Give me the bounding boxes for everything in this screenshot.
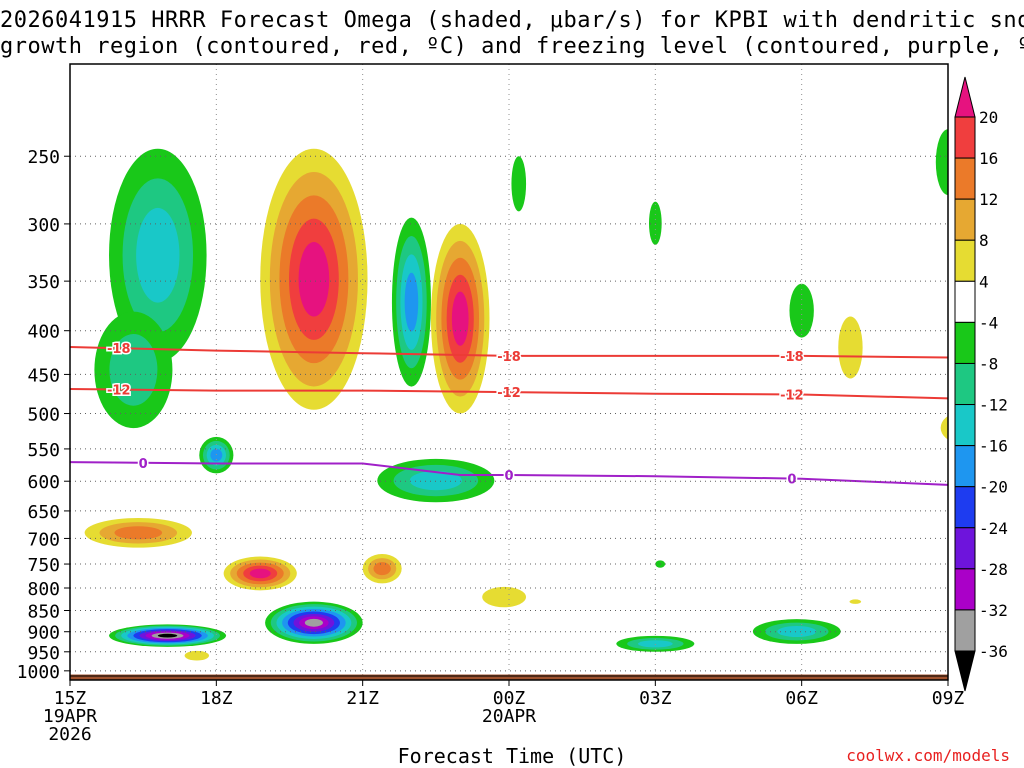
colorbar-label-9: -20	[979, 478, 1008, 497]
colorbar-arrow-bottom	[954, 650, 976, 692]
y-tick-label-1000: 1000	[17, 662, 60, 683]
colorbar-label-1: 16	[979, 149, 998, 168]
colorbar-label-12: -32	[979, 601, 1008, 620]
plot-area	[70, 64, 948, 680]
omega-cell-13-level-4	[184, 650, 210, 661]
omega-cell-21-level-4	[940, 416, 948, 440]
y-tick-label-650: 650	[27, 502, 60, 523]
omega-cell-4-level-20	[451, 291, 469, 346]
contour-label--18-0: -18	[107, 342, 131, 357]
chart-title-line2: growth region (contoured, red, ºC) and f…	[0, 34, 1024, 59]
omega-cell-17-level--12	[777, 626, 817, 638]
colorbar-box-12	[954, 609, 976, 652]
contour-label-0-0: 0	[139, 457, 148, 472]
omega-cell-9-level-12	[373, 562, 391, 576]
colorbar-box-4	[954, 280, 976, 323]
colorbar-label-11: -28	[979, 560, 1008, 579]
omega-cell-14-level--4	[511, 156, 527, 212]
chart-title-line1: 2026041915 HRRR Forecast Omega (shaded, …	[0, 8, 1024, 33]
omega-field: -18 -18 -18 -12 -12 -12 0 0 0	[70, 129, 948, 661]
colorbar-label-2: 12	[979, 190, 998, 209]
contour-label-0-2: 0	[787, 473, 796, 488]
colorbar-box-5	[954, 321, 976, 364]
colorbar-box-8	[954, 445, 976, 488]
contour-0	[70, 461, 948, 486]
omega-cell-15-level--4	[648, 201, 662, 245]
y-tick-label-700: 700	[27, 529, 60, 550]
omega-cell-8-level-20	[249, 568, 271, 579]
y-tick-label-850: 850	[27, 602, 60, 623]
omega-cell-19-level-4	[838, 316, 863, 379]
colorbar-box-1	[954, 157, 976, 200]
colorbar-box-3	[954, 239, 976, 282]
y-tick-label-750: 750	[27, 555, 60, 576]
x-tick-label-9: 00Z	[493, 688, 526, 709]
contour-label-0-1: 0	[504, 469, 513, 484]
omega-cell-1-level--8	[109, 334, 158, 406]
x-tick-label-3: 18Z	[200, 688, 233, 709]
omega-cell-11-level--32	[304, 618, 323, 627]
y-tick-label-350: 350	[27, 272, 60, 293]
colorbar-label-5: -4	[979, 313, 998, 332]
omega-cell-20-level--4	[935, 129, 948, 195]
colorbar-label-13: -36	[979, 642, 1008, 661]
colorbar-box-10	[954, 527, 976, 570]
contour-label--18-2: -18	[780, 350, 804, 365]
colorbar-box-9	[954, 486, 976, 529]
colorbar-box-0	[954, 116, 976, 159]
colorbar-label-4: 4	[979, 272, 989, 291]
contour-label--12-0: -12	[107, 384, 131, 399]
omega-cell-18-level--4	[789, 283, 814, 338]
credit-link[interactable]: coolwx.com/models	[846, 746, 1010, 765]
colorbar-box-11	[954, 568, 976, 611]
x-axis-title: Forecast Time (UTC)	[397, 744, 627, 768]
y-tick-label-800: 800	[27, 579, 60, 600]
omega-cell-6-level--12	[409, 470, 462, 491]
x-tick-label-6: 21Z	[346, 688, 379, 709]
omega-cell-3-level-20	[298, 241, 330, 317]
y-tick-label-600: 600	[27, 472, 60, 493]
x-tick-sublabel-0-1: 2026	[48, 724, 91, 745]
colorbar-arrow-top	[954, 76, 976, 118]
contour-label--12-1: -12	[497, 386, 521, 401]
x-tick-sublabel-9-0: 20APR	[482, 706, 536, 727]
omega-cell-12-level-4	[482, 586, 527, 608]
colorbar-label-10: -24	[979, 519, 1008, 538]
y-tick-label-250: 250	[27, 147, 60, 168]
colorbar-box-2	[954, 198, 976, 241]
omega-cell-16-level--12	[637, 640, 673, 648]
contour--18	[70, 346, 948, 359]
x-tick-label-18: 09Z	[932, 688, 965, 709]
colorbar-box-7	[954, 404, 976, 447]
y-tick-label-950: 950	[27, 643, 60, 664]
omega-cell-10-level--36	[157, 633, 178, 638]
y-tick-label-550: 550	[27, 440, 60, 461]
y-tick-label-400: 400	[27, 322, 60, 343]
y-tick-label-500: 500	[27, 405, 60, 426]
colorbar-label-6: -8	[979, 354, 998, 373]
contour-label--18-1: -18	[497, 350, 521, 365]
colorbar-box-6	[954, 362, 976, 406]
colorbar-label-0: 20	[979, 108, 998, 127]
x-tick-label-15: 06Z	[785, 688, 818, 709]
omega-cell-0-level--12	[136, 207, 180, 303]
y-tick-label-300: 300	[27, 215, 60, 236]
x-tick-label-0: 15Z	[54, 688, 87, 709]
contour-label--12-2: -12	[780, 388, 804, 403]
colorbar-label-3: 8	[979, 231, 989, 250]
omega-cell-23-level-4	[849, 599, 862, 604]
omega-cell-2-level--16	[210, 448, 223, 462]
ground-surface	[70, 674, 948, 680]
x-tick-label-12: 03Z	[639, 688, 672, 709]
omega-cell-5-level--16	[404, 272, 419, 332]
y-tick-label-900: 900	[27, 623, 60, 644]
y-tick-label-450: 450	[27, 365, 60, 386]
x-tick-sublabel-0-0: 19APR	[43, 706, 97, 727]
colorbar-label-7: -12	[979, 396, 1008, 415]
omega-cell-7-level-12	[114, 526, 163, 540]
colorbar-label-8: -16	[979, 437, 1008, 456]
